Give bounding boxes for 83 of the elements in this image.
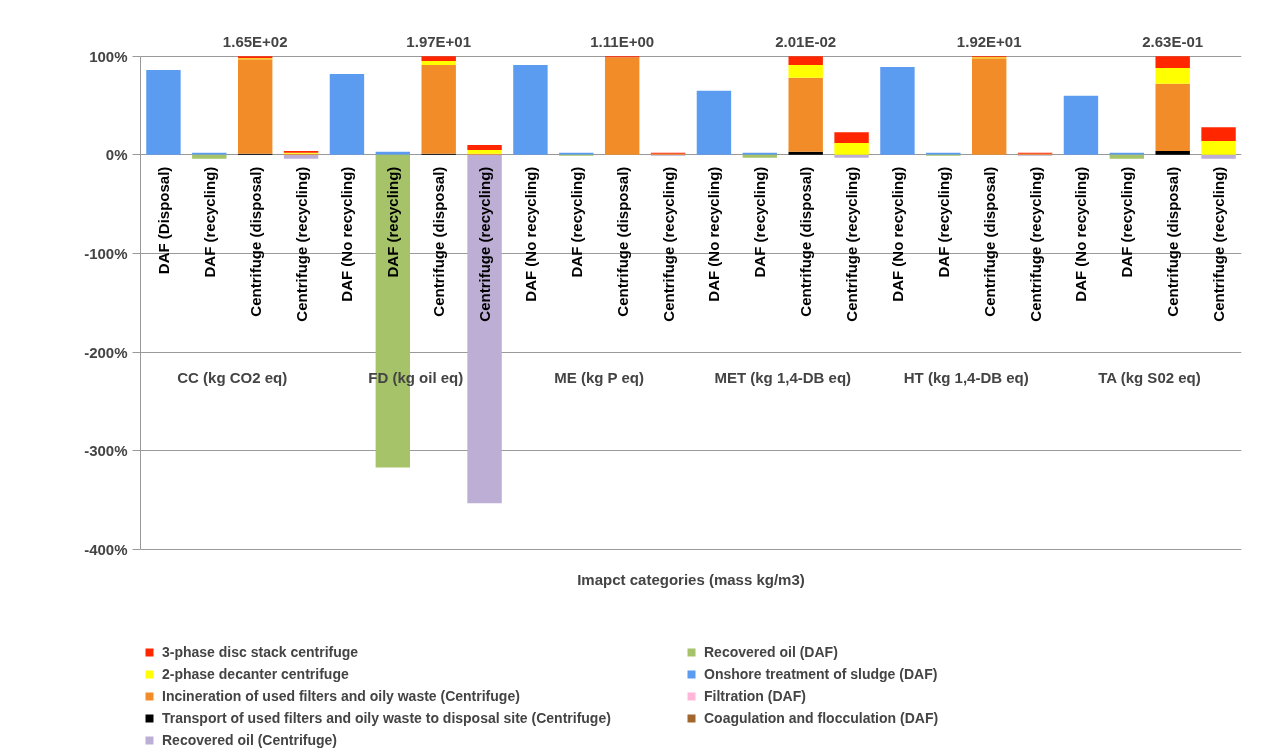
legend-label: Incineration of used filters and oily waste (Centrifuge)	[162, 687, 521, 705]
x-tick-label: Centrifuge (disposal)	[430, 166, 448, 317]
x-tick-label: DAF (recycling)	[751, 166, 769, 278]
bar	[467, 149, 502, 154]
bar	[1155, 150, 1190, 155]
y-tick-label: -100%	[84, 245, 128, 262]
x-tick-label: Centrifuge (recycling)	[1210, 166, 1228, 322]
x-tick-label: DAF (No recycling)	[1072, 166, 1090, 302]
y-tick-label: 100%	[89, 47, 128, 65]
bar	[880, 67, 915, 155]
x-tick-label: DAF (No recycling)	[338, 166, 356, 302]
bar	[834, 154, 869, 158]
x-tick-label: Centrifuge (disposal)	[797, 166, 815, 317]
legend-label: 3-phase disc stack centrifuge	[162, 643, 360, 661]
y-tick-label: -200%	[84, 343, 128, 361]
bar	[421, 61, 456, 66]
bar	[467, 144, 502, 150]
legend-label: Recovered oil (Centrifuge)	[162, 731, 339, 749]
bar	[604, 57, 640, 155]
bar	[971, 58, 1007, 155]
x-tick-label: Centrifuge (recycling)	[1026, 166, 1044, 322]
legend-label: Onshore treatment of sludge (DAF)	[704, 665, 939, 683]
bar	[788, 56, 823, 66]
y-tick-label: -300%	[84, 442, 128, 460]
y-tick-label: -400%	[84, 541, 128, 558]
x-tick-label: DAF (No recycling)	[888, 166, 906, 302]
bar	[788, 151, 823, 155]
x-tick-label: DAF (recycling)	[567, 166, 585, 278]
bar	[834, 142, 869, 155]
bar	[237, 59, 273, 154]
x-tick-label: DAF (recycling)	[1118, 166, 1136, 278]
x-tick-label: Centrifuge (recycling)	[843, 166, 861, 322]
bar	[192, 154, 227, 159]
bar	[421, 65, 456, 154]
bar	[1155, 56, 1190, 69]
bar	[1201, 141, 1236, 155]
bar	[696, 90, 732, 155]
x-tick-label: DAF (No recycling)	[705, 166, 723, 302]
bar	[513, 65, 548, 155]
bar	[1201, 154, 1236, 159]
bar	[788, 65, 823, 78]
bar	[1201, 127, 1236, 142]
legend-label: Coagulation and flocculation (DAF)	[704, 709, 940, 727]
x-axis-title: Imapct categories (mass kg/m3)	[577, 571, 805, 588]
text: 1.65E+02	[222, 33, 288, 51]
bar	[421, 56, 456, 62]
bar	[788, 77, 823, 152]
text: 2.63E-01	[1142, 33, 1204, 51]
x-tick-label: DAF (recycling)	[384, 166, 402, 278]
y-tick-label: 0%	[105, 146, 128, 164]
text: 1.92E+01	[956, 33, 1022, 51]
text: 2.01E-02	[775, 33, 837, 51]
x-tick-label: Centrifuge (disposal)	[980, 166, 998, 317]
x-tick-label: Centrifuge (recycling)	[659, 166, 677, 322]
x-tick-label: Centrifuge (recycling)	[476, 166, 494, 322]
annotation: TA (kg S02 eq)	[1098, 369, 1201, 387]
bar	[1155, 68, 1190, 84]
text: 1.11E+00	[590, 33, 655, 51]
legend-label: Transport of used filters and oily waste to disposal site (Centrifuge)	[162, 709, 612, 727]
legend-label: Filtration (DAF)	[704, 687, 807, 705]
annotation: MET (kg 1,4-DB eq)	[714, 369, 852, 387]
annotation: HT (kg 1,4-DB eq)	[903, 369, 1029, 387]
x-tick-label: DAF (recycling)	[200, 166, 218, 278]
bar	[1155, 83, 1190, 151]
bar	[329, 73, 365, 155]
bar	[1109, 154, 1145, 159]
x-tick-label: Centrifuge (recycling)	[292, 166, 310, 322]
bar	[283, 154, 319, 159]
bar	[375, 151, 411, 155]
legend-label: 2-phase decanter centrifuge	[162, 665, 350, 683]
x-tick-label: DAF (recycling)	[934, 166, 952, 278]
annotation: ME (kg P eq)	[554, 369, 644, 387]
annotation: CC (kg CO2 eq)	[177, 369, 288, 387]
x-tick-label: DAF (No recycling)	[521, 166, 539, 302]
text: 1.97E+01	[406, 33, 472, 51]
bar	[1063, 95, 1099, 155]
legend-label: Recovered oil (DAF)	[704, 643, 839, 661]
bar	[146, 69, 181, 155]
x-tick-label: Centrifuge (disposal)	[246, 166, 264, 317]
x-tick-label: DAF (Disposal)	[154, 166, 172, 275]
x-tick-label: Centrifuge (disposal)	[613, 166, 631, 317]
bar	[834, 132, 869, 143]
x-tick-label: Centrifuge (disposal)	[1164, 166, 1182, 317]
